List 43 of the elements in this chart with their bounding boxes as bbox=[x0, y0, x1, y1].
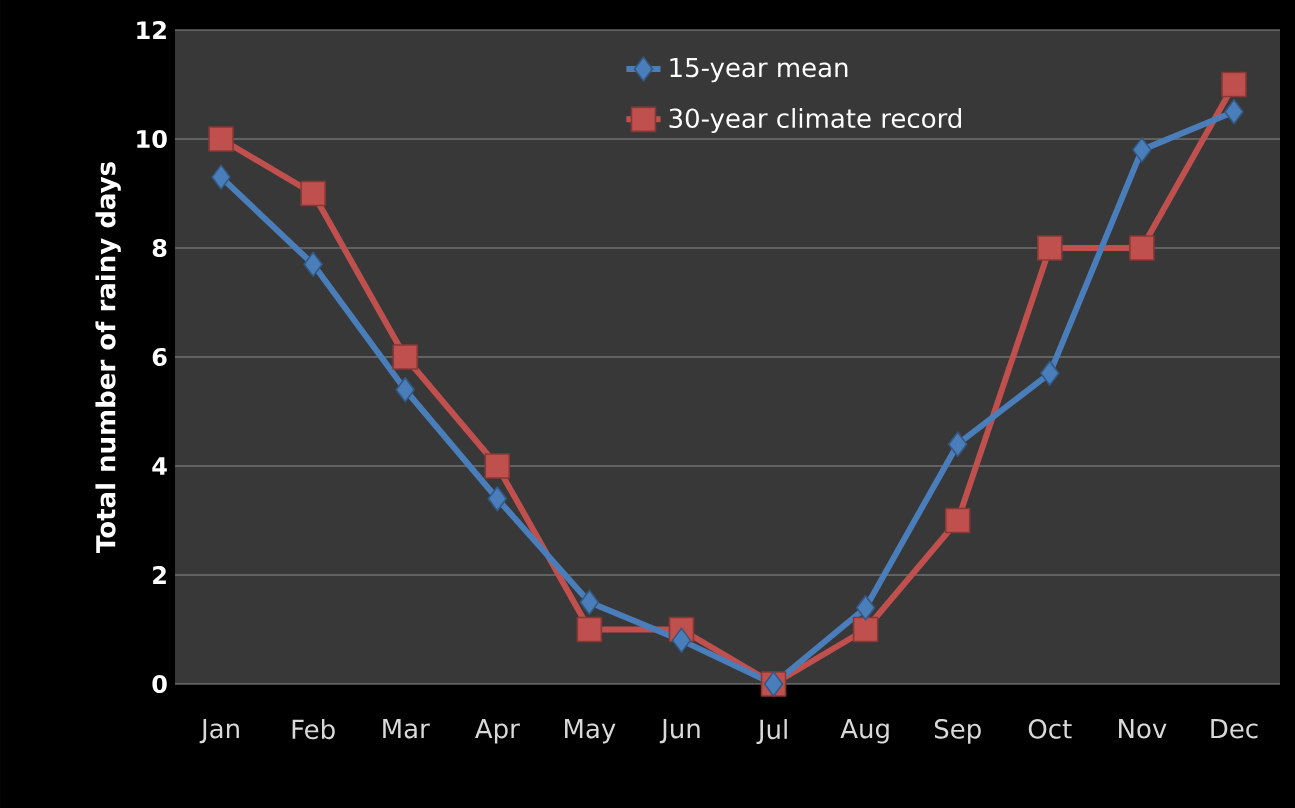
x-tick-label: Jan bbox=[199, 719, 239, 744]
point bbox=[303, 251, 323, 278]
y-tick-label: 12 bbox=[137, 21, 166, 39]
y-tick-label: 8 bbox=[152, 238, 167, 258]
point bbox=[947, 431, 968, 457]
y-tick-label: 2 bbox=[153, 566, 166, 584]
x-tick-label: Sep bbox=[934, 719, 981, 744]
legend-label: 30-year climate record bbox=[669, 107, 961, 134]
point bbox=[576, 616, 603, 643]
point bbox=[1132, 137, 1152, 163]
x-tick-label: Jun bbox=[659, 719, 700, 744]
x-tick-label: Apr bbox=[475, 719, 520, 744]
x-tick-label: Jul bbox=[756, 719, 787, 745]
x-tick-label: Mar bbox=[383, 719, 430, 739]
y-tick-label: 4 bbox=[152, 457, 167, 475]
point bbox=[395, 376, 416, 403]
point bbox=[855, 594, 876, 621]
x-tick-label: Aug bbox=[840, 719, 889, 744]
x-tick-label: May bbox=[565, 719, 616, 744]
point bbox=[208, 126, 234, 152]
legend-label: 15-year mean bbox=[670, 58, 848, 83]
y-tick-label: 6 bbox=[152, 347, 167, 367]
point bbox=[484, 453, 511, 479]
point bbox=[852, 616, 879, 643]
y-tick-label: 10 bbox=[137, 129, 167, 149]
x-tick-label: Feb bbox=[292, 719, 335, 740]
x-tick-label: Nov bbox=[1119, 719, 1167, 739]
point bbox=[392, 344, 419, 370]
point bbox=[1040, 360, 1060, 387]
point bbox=[487, 485, 508, 512]
point bbox=[300, 180, 326, 207]
point bbox=[1221, 71, 1247, 98]
point bbox=[579, 589, 600, 616]
point bbox=[671, 627, 692, 654]
point bbox=[944, 507, 971, 534]
y-axis-title: Total number of rainy days bbox=[95, 162, 121, 553]
point bbox=[211, 164, 231, 190]
x-tick-label: Oct bbox=[1028, 719, 1072, 739]
point bbox=[1129, 235, 1155, 261]
y-tick-label: 0 bbox=[152, 674, 167, 694]
x-tick-label: Dec bbox=[1211, 719, 1258, 739]
point bbox=[1224, 98, 1244, 125]
point bbox=[1036, 235, 1063, 261]
